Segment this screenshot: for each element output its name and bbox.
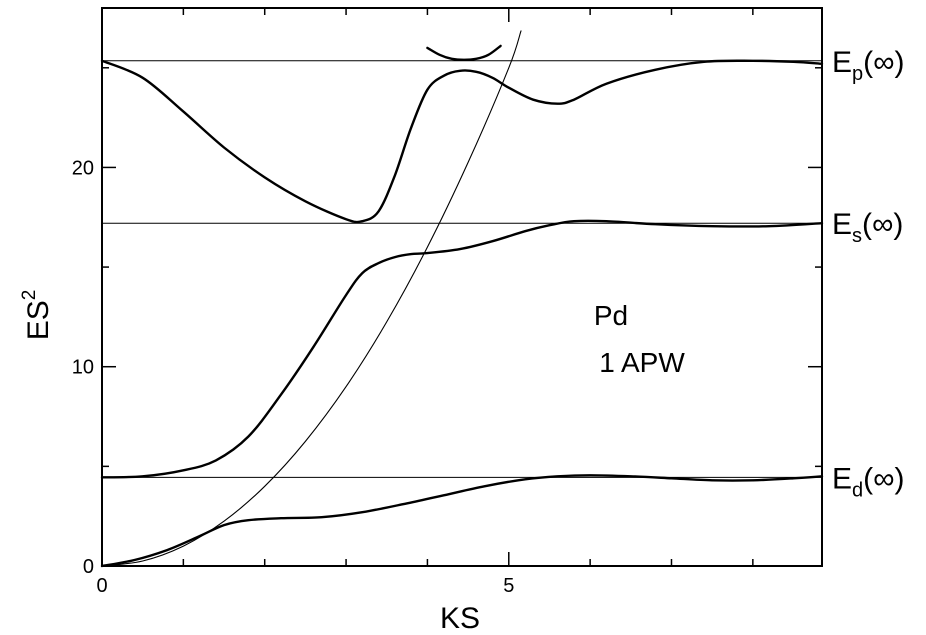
x-axis-label: KS xyxy=(440,602,480,635)
x-tick-label: 0 xyxy=(96,575,107,597)
series-curve-5 xyxy=(426,44,502,61)
annotation-basis: 1 APW xyxy=(599,347,685,378)
annotation-element: Pd xyxy=(594,300,628,331)
y-axis-label: ES2 xyxy=(19,290,55,341)
series-curve-4 xyxy=(101,30,522,567)
reference-label-p: Ep(∞) xyxy=(832,46,905,85)
x-tick-label: 5 xyxy=(503,575,514,597)
reference-label-d: Ed(∞) xyxy=(832,462,905,501)
band-curves xyxy=(100,30,824,568)
y-axis-label-base: ES xyxy=(22,300,55,340)
plot-border xyxy=(101,7,823,567)
y-tick-label: 10 xyxy=(72,357,94,379)
reference-label-s: Es(∞) xyxy=(832,208,903,247)
y-axis-label-superscript: 2 xyxy=(19,290,40,301)
series-curve-3 xyxy=(100,474,824,568)
reference-lines: Ep(∞) Es(∞) Ed(∞) xyxy=(102,46,905,501)
y-tick-label: 20 xyxy=(72,157,94,179)
axis-ticks xyxy=(101,8,822,567)
y-tick-label: 0 xyxy=(83,556,94,578)
series-curve-2 xyxy=(100,219,824,479)
tick-labels: 0 5 0 10 20 xyxy=(72,157,515,597)
series-curve-1 xyxy=(100,59,824,224)
plot-frame xyxy=(101,7,823,567)
